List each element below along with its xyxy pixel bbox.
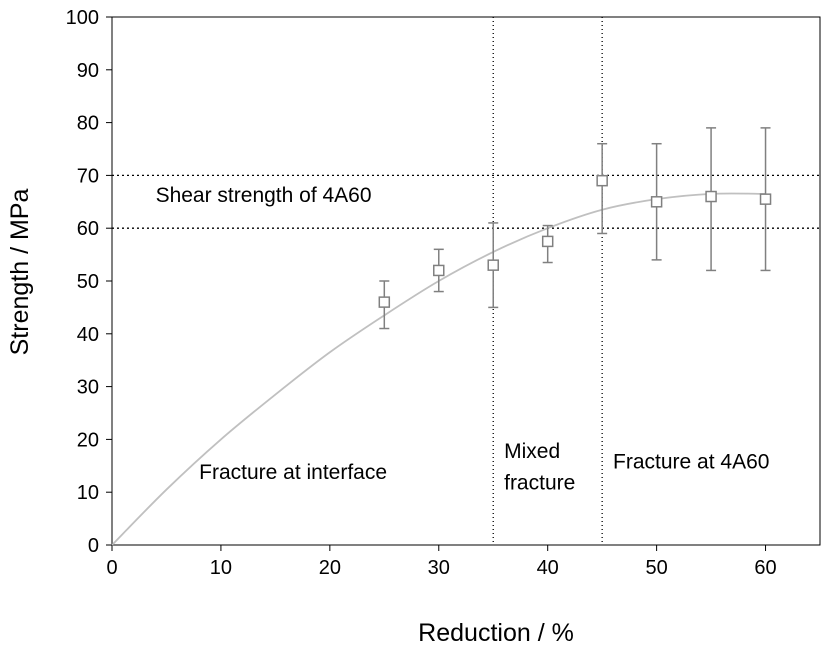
y-tick-label: 0 — [88, 535, 99, 557]
annotations: Shear strength of 4A60 Fracture at interf… — [156, 184, 770, 495]
annotation-label: Mixed — [504, 440, 560, 463]
data-point — [378, 296, 391, 308]
x-axis-title: Reduction / % — [418, 619, 574, 647]
x-tick-label: 60 — [754, 557, 776, 579]
annotation-label: Fracture at interface — [199, 461, 387, 484]
x-tick-label: 20 — [319, 557, 341, 579]
y-tick-label: 60 — [77, 218, 99, 240]
x-axis: 0 10 20 30 40 50 60 — [106, 545, 777, 579]
y-tick-label: 90 — [77, 60, 99, 82]
annotation-label: Fracture at 4A60 — [613, 450, 769, 473]
data-point — [705, 190, 717, 203]
data-point — [596, 174, 608, 187]
y-tick-label: 30 — [77, 377, 99, 399]
fit-curve — [111, 192, 766, 546]
y-tick-label: 80 — [77, 113, 99, 135]
y-tick-label: 10 — [77, 482, 99, 504]
fit-curve-group — [111, 192, 766, 546]
y-axis-title: Strength / MPa — [6, 189, 34, 356]
data-point — [487, 259, 499, 271]
y-tick-label: 100 — [66, 7, 99, 29]
x-tick-label: 10 — [210, 557, 232, 579]
x-tick-label: 0 — [106, 557, 117, 579]
x-tick-label: 40 — [537, 557, 559, 579]
data-points — [378, 174, 772, 308]
x-tick-label: 30 — [428, 557, 450, 579]
data-point — [650, 196, 663, 208]
annotation-label: fracture — [504, 472, 575, 495]
x-tick-label: 50 — [645, 557, 667, 579]
y-tick-label: 20 — [77, 429, 99, 451]
data-point — [541, 235, 554, 248]
y-tick-label: 70 — [77, 165, 99, 187]
y-tick-label: 40 — [77, 324, 99, 346]
y-tick-label: 50 — [77, 271, 99, 293]
data-point — [759, 193, 772, 205]
data-point — [433, 264, 445, 277]
annotation-label: Shear strength of 4A60 — [156, 184, 372, 207]
y-axis: 0 10 20 30 40 50 60 70 80 90 100 — [66, 7, 112, 557]
